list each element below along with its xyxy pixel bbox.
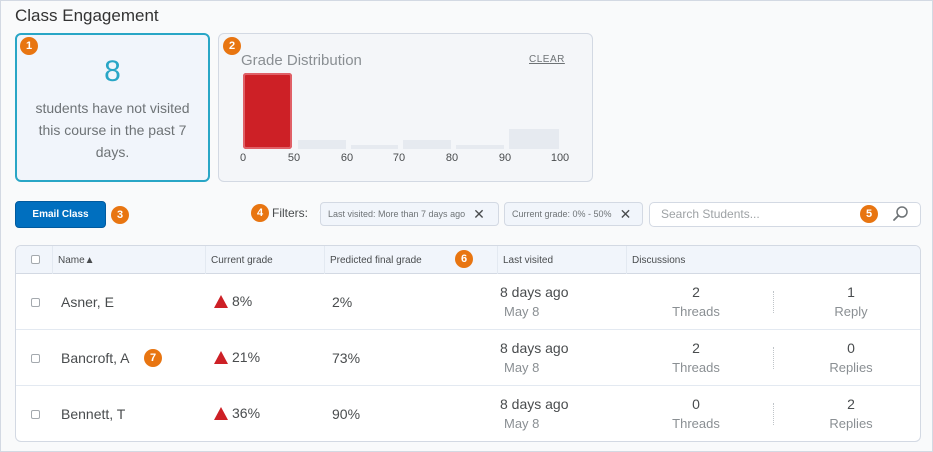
discussion-divider	[773, 291, 774, 313]
filter-chip-current-grade: Current grade: 0% - 50% ✕	[504, 202, 643, 226]
not-visited-text: students have not visited this course in…	[35, 100, 190, 160]
replies-count: 1	[847, 284, 855, 300]
grade-tick-label: 60	[340, 152, 354, 164]
grade-bar-80-90[interactable]	[456, 145, 504, 149]
replies-label: Replies	[829, 416, 873, 431]
grade-tick-label: 0	[239, 152, 247, 164]
column-header-last-visited[interactable]: Last visited	[497, 246, 627, 274]
replies-label: Reply	[834, 304, 868, 319]
grade-tick-label: 70	[392, 152, 406, 164]
replies-count: 2	[847, 396, 855, 412]
select-all-checkbox[interactable]	[31, 255, 40, 264]
replies-label: Replies	[829, 360, 873, 375]
column-header-name[interactable]: Name▲	[52, 246, 206, 274]
callout-badge-4: 4	[251, 204, 269, 222]
threads-label: Threads	[672, 360, 720, 375]
students-table: Name▲ Current grade Predicted final grad…	[15, 245, 921, 442]
student-name[interactable]: Bancroft, A	[61, 350, 130, 366]
predicted-grade: 73%	[332, 350, 361, 366]
discussion-divider	[773, 347, 774, 369]
email-class-button[interactable]: Email Class	[15, 201, 106, 228]
grade-tick-label: 100	[550, 152, 570, 164]
warning-triangle-icon	[214, 406, 228, 420]
search-students-input[interactable]	[661, 203, 861, 225]
table-row: Asner, E 8% 2% 8 days ago May 8 2 Thread…	[16, 274, 920, 330]
warning-triangle-icon	[214, 350, 228, 364]
current-grade: 36%	[214, 405, 260, 421]
last-visited-date: May 8	[504, 360, 540, 375]
not-visited-count: 8	[104, 55, 121, 88]
threads-count: 2	[692, 284, 700, 300]
threads-count: 0	[692, 396, 700, 412]
remove-filter-icon[interactable]: ✕	[473, 205, 485, 222]
last-visited: 8 days ago	[500, 284, 569, 300]
column-header-predicted-grade[interactable]: Predicted final grade	[324, 246, 496, 274]
filter-chip-last-visited: Last visited: More than 7 days ago ✕	[320, 202, 499, 226]
last-visited-date: May 8	[504, 416, 540, 431]
grade-distribution-card: Grade Distribution CLEAR 0 50 60 70 80 90 100	[218, 33, 593, 182]
last-visited-date: May 8	[504, 304, 540, 319]
current-grade-value: 8%	[232, 293, 253, 309]
column-header-current-grade[interactable]: Current grade	[205, 246, 325, 274]
replies-count: 0	[847, 340, 855, 356]
grade-tick-label: 80	[445, 152, 459, 164]
table-row: Bancroft, A 7 21% 73% 8 days ago May 8 2…	[16, 330, 920, 386]
page-title: Class Engagement	[15, 6, 159, 25]
grade-tick-label: 90	[498, 152, 512, 164]
row-checkbox[interactable]	[31, 410, 40, 419]
current-grade-value: 21%	[232, 349, 261, 365]
row-checkbox[interactable]	[31, 354, 40, 363]
threads-label: Threads	[672, 304, 720, 319]
discussion-divider	[773, 403, 774, 425]
table-row: Bennett, T 36% 90% 8 days ago May 8 0 Th…	[16, 386, 920, 441]
grade-tick-label: 50	[287, 152, 301, 164]
callout-badge-5: 5	[860, 205, 878, 223]
row-checkbox[interactable]	[31, 298, 40, 307]
student-name[interactable]: Asner, E	[61, 294, 114, 310]
search-icon[interactable]	[892, 205, 910, 228]
clear-link[interactable]: CLEAR	[529, 54, 565, 65]
callout-badge-7: 7	[144, 349, 162, 367]
grade-bar-90-100[interactable]	[509, 129, 559, 149]
threads-count: 2	[692, 340, 700, 356]
current-grade: 21%	[214, 349, 260, 365]
callout-badge-1: 1	[20, 37, 38, 55]
grade-bar-70-80[interactable]	[403, 139, 451, 149]
filter-chip-label: Last visited: More than 7 days ago	[328, 209, 466, 219]
threads-label: Threads	[672, 416, 720, 431]
grade-distribution-title: Grade Distribution	[241, 52, 362, 69]
callout-badge-2: 2	[223, 37, 241, 55]
search-box	[649, 202, 921, 227]
predicted-grade: 2%	[332, 294, 353, 310]
grade-bar-50-60[interactable]	[298, 139, 346, 149]
callout-badge-3: 3	[111, 206, 129, 224]
not-visited-card[interactable]: 8 students have not visited this course …	[15, 33, 210, 182]
current-grade: 8%	[214, 293, 252, 309]
filters-label: Filters:	[272, 206, 308, 220]
remove-filter-icon[interactable]: ✕	[619, 205, 632, 222]
warning-triangle-icon	[214, 294, 228, 308]
callout-badge-6: 6	[455, 250, 473, 268]
last-visited: 8 days ago	[500, 396, 569, 412]
filter-chip-label: Current grade: 0% - 50%	[512, 209, 612, 219]
predicted-grade: 90%	[332, 406, 361, 422]
column-header-discussions[interactable]: Discussions	[626, 246, 920, 274]
student-name[interactable]: Bennett, T	[61, 406, 126, 422]
grade-bar-60-70[interactable]	[351, 145, 398, 149]
grade-bar-0-50[interactable]	[243, 73, 292, 149]
current-grade-value: 36%	[232, 405, 261, 421]
last-visited: 8 days ago	[500, 340, 569, 356]
